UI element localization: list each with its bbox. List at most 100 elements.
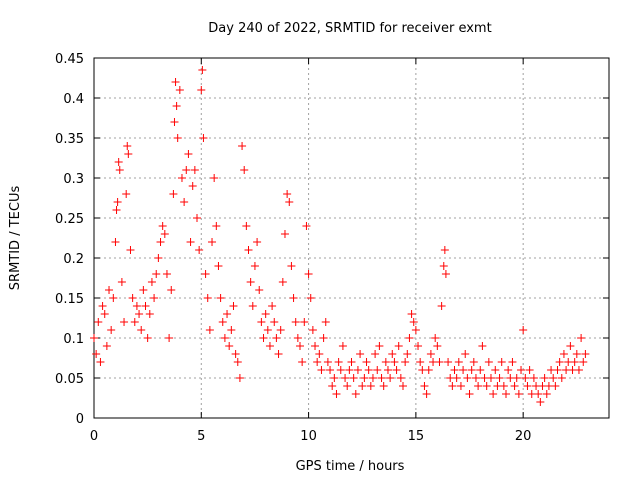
data-point: [323, 358, 332, 366]
plot-frame: [93, 57, 610, 419]
data-point: [255, 286, 264, 294]
data-point: [392, 366, 401, 374]
data-point: [334, 358, 343, 366]
data-point: [257, 318, 266, 326]
data-point: [293, 334, 302, 342]
chart-title: Day 240 of 2022, SRMTID for receiver exm…: [208, 21, 491, 36]
data-point: [452, 374, 461, 382]
data-point: [94, 318, 103, 326]
data-point: [115, 166, 124, 174]
y-tick-label: 0.45: [55, 52, 84, 67]
data-point: [154, 254, 163, 262]
data-point: [437, 302, 446, 310]
data-point: [497, 358, 506, 366]
data-point: [160, 230, 169, 238]
data-point: [463, 374, 472, 382]
data-point: [326, 366, 335, 374]
data-point: [534, 390, 543, 398]
data-point: [338, 342, 347, 350]
data-point: [319, 334, 328, 342]
data-point: [551, 382, 560, 390]
data-point: [233, 358, 242, 366]
data-point: [90, 334, 98, 342]
data-point: [298, 358, 307, 366]
data-point: [482, 382, 491, 390]
data-point: [283, 190, 292, 198]
data-point: [349, 374, 358, 382]
data-point: [471, 374, 480, 382]
data-point: [332, 390, 341, 398]
data-point: [143, 334, 152, 342]
data-point: [336, 366, 345, 374]
data-point: [381, 358, 390, 366]
data-point: [216, 294, 225, 302]
data-point: [486, 374, 495, 382]
data-point: [375, 342, 384, 350]
data-point: [186, 238, 195, 246]
data-point: [139, 286, 148, 294]
data-point: [197, 86, 206, 94]
data-point: [499, 382, 508, 390]
data-point: [394, 342, 403, 350]
data-point: [341, 374, 350, 382]
data-point: [373, 366, 382, 374]
data-point: [188, 182, 197, 190]
data-point: [371, 350, 380, 358]
data-point: [343, 382, 352, 390]
data-point: [291, 318, 300, 326]
y-tick-label: 0: [76, 412, 84, 427]
data-point: [220, 334, 229, 342]
data-point: [162, 270, 171, 278]
data-point: [529, 374, 538, 382]
y-tick-label: 0.4: [63, 92, 84, 107]
data-point: [422, 390, 431, 398]
data-point: [214, 262, 223, 270]
data-point: [145, 310, 154, 318]
data-point: [128, 294, 137, 302]
data-point: [426, 350, 435, 358]
data-point: [366, 382, 375, 390]
data-point: [122, 190, 131, 198]
data-point: [510, 382, 519, 390]
data-point: [175, 86, 184, 94]
data-point: [351, 390, 360, 398]
data-point: [274, 350, 283, 358]
data-point: [190, 166, 199, 174]
data-point: [105, 286, 114, 294]
data-point: [465, 390, 474, 398]
data-point: [152, 270, 161, 278]
data-point: [328, 382, 337, 390]
data-point: [231, 350, 240, 358]
data-point: [223, 310, 232, 318]
data-point: [566, 342, 575, 350]
data-point: [246, 278, 255, 286]
data-point: [403, 350, 412, 358]
data-point: [311, 342, 320, 350]
data-point: [383, 366, 392, 374]
y-tick-label: 0.15: [55, 292, 84, 307]
data-point: [388, 350, 397, 358]
data-point: [107, 326, 116, 334]
y-tick-label: 0.05: [55, 372, 84, 387]
data-point: [180, 198, 189, 206]
data-point: [113, 198, 122, 206]
data-point: [360, 374, 369, 382]
data-point: [308, 326, 317, 334]
data-point: [132, 302, 141, 310]
data-point: [208, 238, 217, 246]
data-point: [195, 246, 204, 254]
data-point: [109, 294, 118, 302]
y-tick-label: 0.35: [55, 132, 84, 147]
data-point: [570, 358, 579, 366]
data-point: [167, 286, 176, 294]
data-point: [540, 374, 549, 382]
data-point: [572, 350, 581, 358]
data-point: [399, 382, 407, 390]
data-point: [555, 358, 564, 366]
data-point: [126, 246, 135, 254]
data-point: [444, 358, 453, 366]
data-point: [491, 366, 500, 374]
data-point: [557, 374, 566, 382]
data-point: [276, 326, 285, 334]
data-point: [347, 358, 356, 366]
